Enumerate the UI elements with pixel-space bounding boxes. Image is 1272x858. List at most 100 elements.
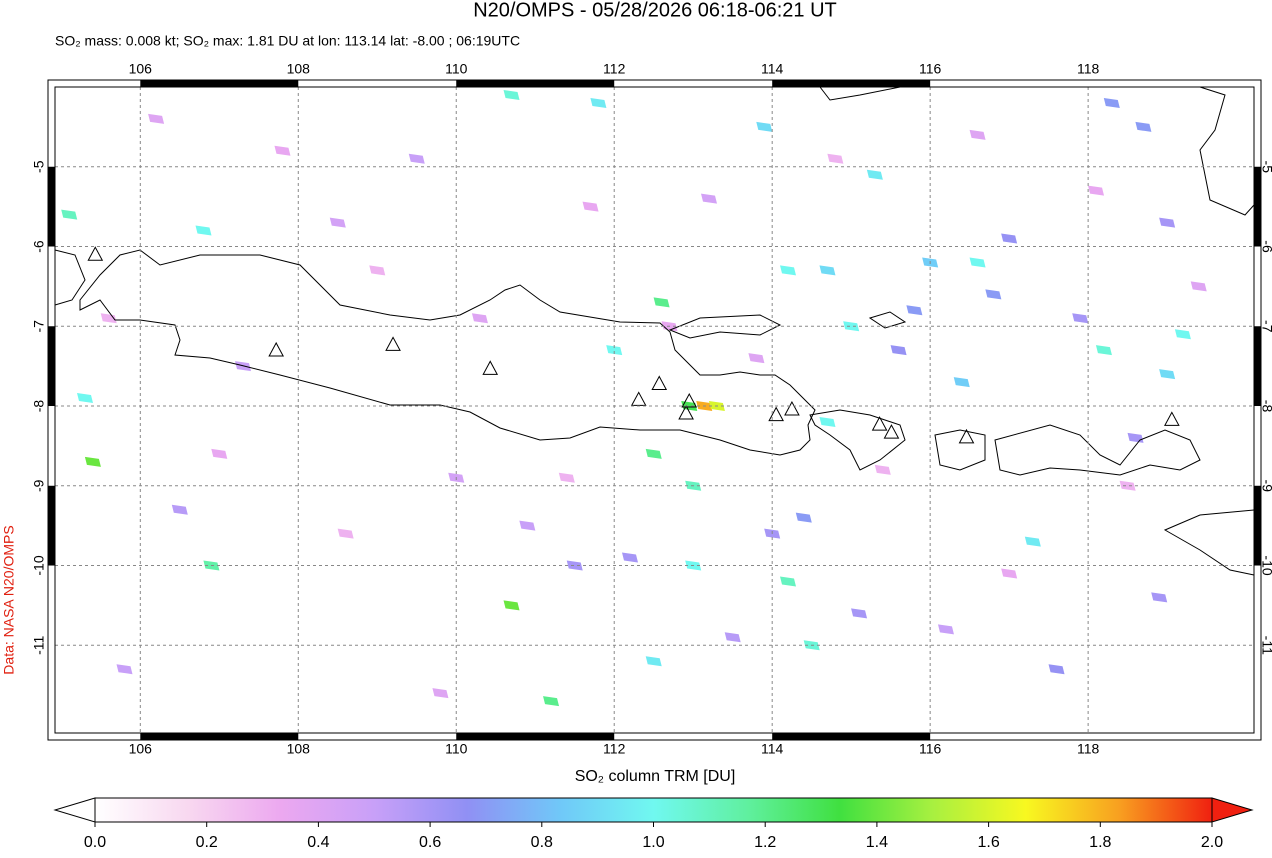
colorbar-tick-label: 1.2	[754, 834, 776, 851]
so2-pixel	[653, 297, 670, 308]
volcano-marker	[87, 246, 104, 261]
volcano-marker	[630, 391, 647, 406]
coastline	[1163, 509, 1255, 576]
x-tick-label: 118	[1077, 741, 1100, 757]
so2-pixel	[819, 416, 836, 427]
so2-pixel	[148, 113, 165, 124]
volcano-marker	[678, 404, 694, 420]
x-tick-label: 110	[445, 61, 468, 77]
x-tick-label: 114	[761, 61, 784, 77]
coastlines	[54, 86, 1255, 576]
coastline	[994, 424, 1201, 476]
so2-pixel	[1088, 185, 1105, 196]
so2-pixel	[866, 169, 883, 180]
colorbar-over	[1211, 797, 1254, 823]
y-tick-label: -7	[1259, 320, 1272, 333]
so2-pixel	[969, 129, 986, 140]
so2-pixel	[622, 552, 639, 563]
frame-segment	[140, 733, 299, 740]
so2-pixel	[890, 345, 907, 356]
volcano-marker	[768, 406, 784, 422]
so2-pixel	[1072, 313, 1089, 324]
y-tick-label: -10	[1259, 555, 1272, 575]
so2-pixel	[851, 608, 868, 619]
so2-pixel	[369, 265, 386, 276]
x-tick-label: 106	[129, 61, 153, 77]
volcano-marker	[482, 360, 499, 375]
x-tick-label: 116	[919, 61, 942, 77]
so2-pixel	[827, 153, 844, 164]
volcano-marker	[651, 375, 668, 390]
so2-pixel	[211, 448, 228, 459]
so2-pixel	[274, 145, 291, 156]
x-tick-label: 110	[445, 741, 468, 757]
x-tick-label: 106	[129, 741, 153, 757]
subtitle: SO₂ mass: 0.008 kt; SO₂ max: 1.81 DU at …	[55, 33, 520, 49]
so2-pixel	[985, 289, 1002, 300]
pixel-layer	[61, 89, 1207, 707]
so2-pixel	[969, 257, 986, 268]
x-tick-label: 108	[287, 61, 311, 77]
so2-pixel	[1190, 281, 1207, 292]
so2-pixel	[590, 97, 607, 108]
colorbar-tick-label: 0.2	[196, 834, 218, 851]
colorbar-tick-label: 1.8	[1089, 834, 1111, 851]
colorbar-label: SO₂ column TRM [DU]	[575, 768, 736, 785]
y-tick-label: -11	[1259, 636, 1272, 655]
frame-segment	[48, 485, 55, 566]
coastline	[668, 314, 782, 339]
so2-pixel	[1024, 536, 1041, 547]
y-tick-label: -5	[1259, 161, 1272, 174]
so2-pixel	[432, 688, 449, 699]
so2-pixel	[748, 353, 765, 364]
x-tick-label: 112	[603, 741, 626, 757]
so2-pixel	[779, 576, 796, 587]
coastline	[809, 409, 906, 471]
so2-pixel	[1174, 329, 1191, 340]
coastline	[868, 311, 907, 329]
map-frame	[54, 86, 1255, 734]
volcano-marker	[1164, 411, 1180, 426]
coastline	[79, 249, 816, 456]
so2-pixel	[1095, 345, 1112, 356]
so2-pixel	[1001, 233, 1018, 244]
so2-pixel	[701, 193, 717, 204]
x-tick-label: 116	[919, 741, 942, 757]
colorbar-tick-label: 1.4	[866, 834, 888, 851]
so2-pixel	[1103, 97, 1120, 108]
so2-pixel	[874, 464, 891, 475]
y-tick-label: -7	[31, 320, 47, 333]
so2-pixel	[100, 313, 117, 324]
colorbar-tick-label: 1.0	[642, 834, 664, 851]
so2-pixel	[795, 512, 812, 523]
so2-pixel	[408, 153, 425, 164]
volcano-marker	[871, 416, 888, 431]
so2-pixel	[1119, 480, 1136, 491]
x-tick-label: 114	[761, 741, 784, 757]
so2-pixel	[756, 121, 773, 132]
so2-pixel	[937, 624, 954, 635]
so2-pixel	[843, 321, 860, 332]
y-tick-label: -8	[1259, 400, 1272, 413]
y-tick-label: -5	[31, 160, 47, 173]
so2-pixel	[61, 209, 78, 220]
so2-pixel	[645, 448, 662, 459]
axes: 106 106 108 108 110 110 112 112 114 114 116 116 118 1…	[31, 61, 1272, 757]
x-tick-label: 118	[1077, 61, 1100, 77]
y-tick-label: -11	[31, 635, 47, 654]
so2-pixel	[77, 393, 94, 404]
colorbar-tick-label: 0.6	[419, 834, 441, 851]
so2-pixel	[566, 560, 583, 571]
so2-pixel	[1001, 568, 1018, 579]
so2-pixel	[503, 600, 520, 611]
frame-segment	[1254, 485, 1261, 566]
volcano-marker	[268, 341, 284, 357]
so2-pixel	[84, 456, 101, 467]
map-frame-outer	[47, 79, 1262, 741]
so2-pixel	[543, 696, 560, 707]
volcano-marker	[958, 428, 975, 444]
volcano-marker	[784, 400, 800, 416]
y-tick-label: -6	[31, 240, 47, 253]
so2-pixel	[779, 265, 796, 276]
